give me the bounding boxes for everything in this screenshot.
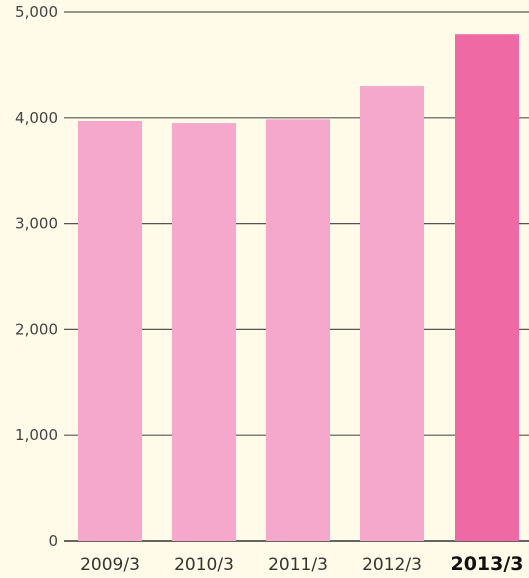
bar-2010-3 <box>172 123 236 541</box>
y-tick-label: 1,000 <box>15 426 58 444</box>
bars <box>78 34 519 541</box>
x-axis-ticks: 2009/3 2010/3 2011/3 2012/3 2013/3 <box>80 553 523 575</box>
x-tick-label: 2013/3 <box>450 553 523 575</box>
bar-2009-3 <box>78 121 142 541</box>
x-tick-label: 2010/3 <box>174 555 234 575</box>
x-tick-label: 2012/3 <box>362 555 422 575</box>
y-tick-label: 2,000 <box>15 320 58 338</box>
y-tick-label: 4,000 <box>15 109 58 127</box>
x-tick-label: 2009/3 <box>80 555 140 575</box>
y-tick-label: 0 <box>48 532 58 550</box>
y-tick-label: 3,000 <box>15 215 58 233</box>
y-tick-label: 5,000 <box>15 3 58 21</box>
bar-2013-3 <box>455 34 519 541</box>
y-axis-ticks: 0 1,000 2,000 3,000 4,000 5,000 <box>15 3 58 550</box>
bar-2012-3 <box>360 86 424 541</box>
x-tick-label: 2011/3 <box>268 555 328 575</box>
bar-2011-3 <box>266 119 330 541</box>
